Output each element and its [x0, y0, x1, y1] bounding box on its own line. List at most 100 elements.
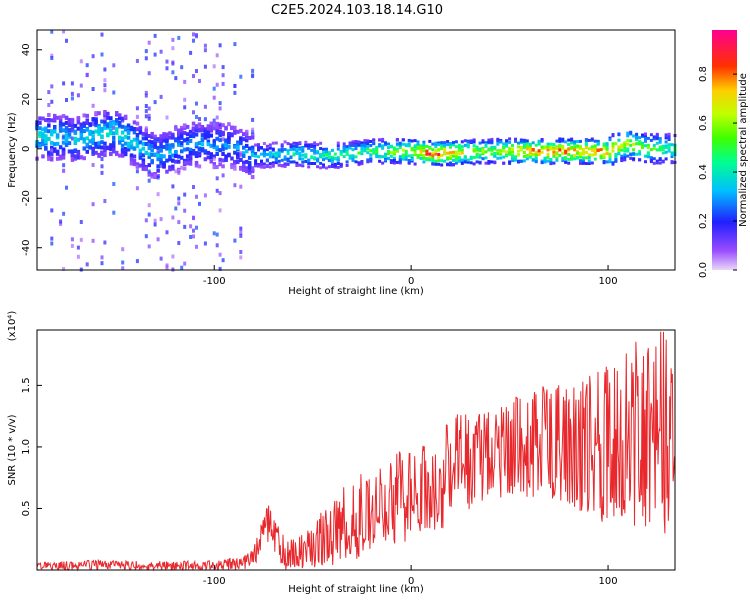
spectrogram-cell	[274, 141, 278, 145]
spectrogram-cell	[292, 147, 296, 151]
spectrogram-cell	[434, 159, 438, 163]
spectrogram-cell	[162, 164, 166, 169]
spectrogram-cell	[171, 184, 175, 189]
spectrogram-cell	[584, 138, 588, 142]
spectrogram-cell	[316, 165, 320, 169]
spectrogram-cell	[499, 149, 503, 153]
spectrogram-cell	[534, 143, 538, 147]
spectrogram-cell	[481, 148, 485, 152]
spectrogram-cell	[472, 162, 476, 166]
spectrogram-cell	[469, 155, 473, 159]
spectrogram-cell	[171, 132, 175, 137]
spectrogram-cell	[132, 130, 137, 135]
spectrogram-cell	[236, 146, 240, 150]
spectrogram-cell	[508, 137, 512, 141]
spectrogram-cell	[257, 144, 260, 148]
spectrogram-cell	[212, 126, 216, 131]
spectrogram-cell	[189, 224, 193, 229]
spectrogram-cell	[239, 152, 243, 157]
spectrogram-cell	[581, 148, 585, 151]
spectrogram-cell	[463, 155, 467, 159]
spectrogram-cell	[38, 143, 42, 148]
spectrogram-cell	[322, 147, 325, 151]
spectrogram-cell	[573, 148, 577, 152]
spectrogram-cell	[185, 161, 190, 166]
spectrogram-cell	[395, 160, 399, 164]
spectrogram-cell	[242, 132, 246, 137]
spectrogram-cell	[135, 169, 139, 174]
spectrogram-cell	[203, 104, 207, 109]
spectrogram-cell	[109, 116, 113, 121]
spectrogram-cell	[109, 131, 113, 136]
spectrogram-cell	[375, 147, 379, 151]
spectrogram-cell	[55, 141, 60, 146]
spectrogram-cell	[310, 162, 314, 165]
spectrogram-cell	[144, 151, 148, 155]
spectrogram-cell	[581, 150, 585, 154]
spectrogram-cell	[50, 129, 54, 134]
spectrogram-cell	[466, 158, 470, 162]
colorbar-label: Normalized spectral amplitude	[738, 73, 749, 227]
spectrogram-cell	[194, 151, 199, 156]
spectrogram-cell	[171, 164, 175, 169]
spectrogram-cell	[192, 74, 195, 78]
spectrogram-cell	[227, 152, 231, 157]
spectrogram-cell	[369, 149, 373, 153]
colorbar-tick-label: 0.2	[698, 213, 709, 229]
spectrogram-y-tick-label: 40	[21, 43, 32, 56]
spectrogram-cell	[457, 146, 461, 150]
spectrogram-cell	[58, 125, 63, 130]
spectrogram-cell	[546, 159, 550, 163]
spectrogram-cell	[327, 165, 331, 169]
spectrogram-cell	[203, 48, 207, 53]
spectrogram-cell	[469, 161, 473, 165]
spectrogram-cell	[121, 266, 125, 271]
spectrogram-cell	[372, 151, 376, 155]
spectrogram-cell	[218, 122, 222, 127]
spectrogram-cell	[79, 126, 84, 131]
spectrogram-cell	[664, 133, 668, 137]
spectrogram-cell	[339, 162, 343, 166]
spectrogram-cell	[194, 154, 199, 158]
spectrogram-cell	[239, 158, 243, 162]
spectrogram-cell	[180, 133, 184, 138]
spectrogram-cell	[153, 222, 157, 227]
spectrogram-cell	[478, 160, 482, 164]
spectrogram-cell	[233, 150, 237, 155]
spectrogram-cell	[443, 143, 447, 147]
spectrogram-cell	[103, 116, 107, 121]
spectrogram-cell	[360, 149, 364, 153]
spectrogram-cell	[446, 156, 450, 160]
spectrogram-cell	[493, 147, 497, 151]
spectrogram-cell	[549, 158, 553, 161]
spectrogram-cell	[419, 156, 423, 160]
spectrogram-cell	[224, 154, 228, 159]
spectrogram-cell	[505, 150, 509, 154]
spectrogram-cell	[218, 106, 222, 111]
spectrogram-cell	[236, 142, 240, 147]
spectrogram-cell	[511, 154, 514, 158]
spectrogram-cell	[363, 139, 367, 143]
spectrogram-cell	[62, 163, 66, 168]
spectrogram-cell	[449, 151, 452, 155]
spectrogram-cell	[180, 65, 184, 70]
spectrogram-cell	[215, 53, 219, 58]
spectrogram-cell	[70, 237, 74, 242]
spectrogram-cell	[484, 144, 488, 148]
spectrogram-cell	[265, 159, 269, 162]
spectrogram-cell	[94, 141, 98, 146]
spectrogram-cell	[590, 148, 594, 152]
spectrogram-cell	[215, 136, 219, 141]
spectrogram-cell	[189, 235, 193, 239]
spectrogram-cell	[319, 147, 323, 150]
spectrogram-cell	[182, 123, 187, 128]
spectrogram-cell	[91, 130, 95, 135]
spectrogram-cell	[174, 137, 178, 142]
spectrogram-cell	[100, 157, 104, 161]
spectrogram-cell	[496, 149, 500, 153]
spectrogram-cell	[611, 133, 615, 137]
spectrogram-cell	[147, 152, 151, 157]
spectrogram-cell	[419, 151, 423, 155]
spectrogram-cell	[171, 215, 175, 220]
spectrogram-cell	[655, 136, 659, 140]
